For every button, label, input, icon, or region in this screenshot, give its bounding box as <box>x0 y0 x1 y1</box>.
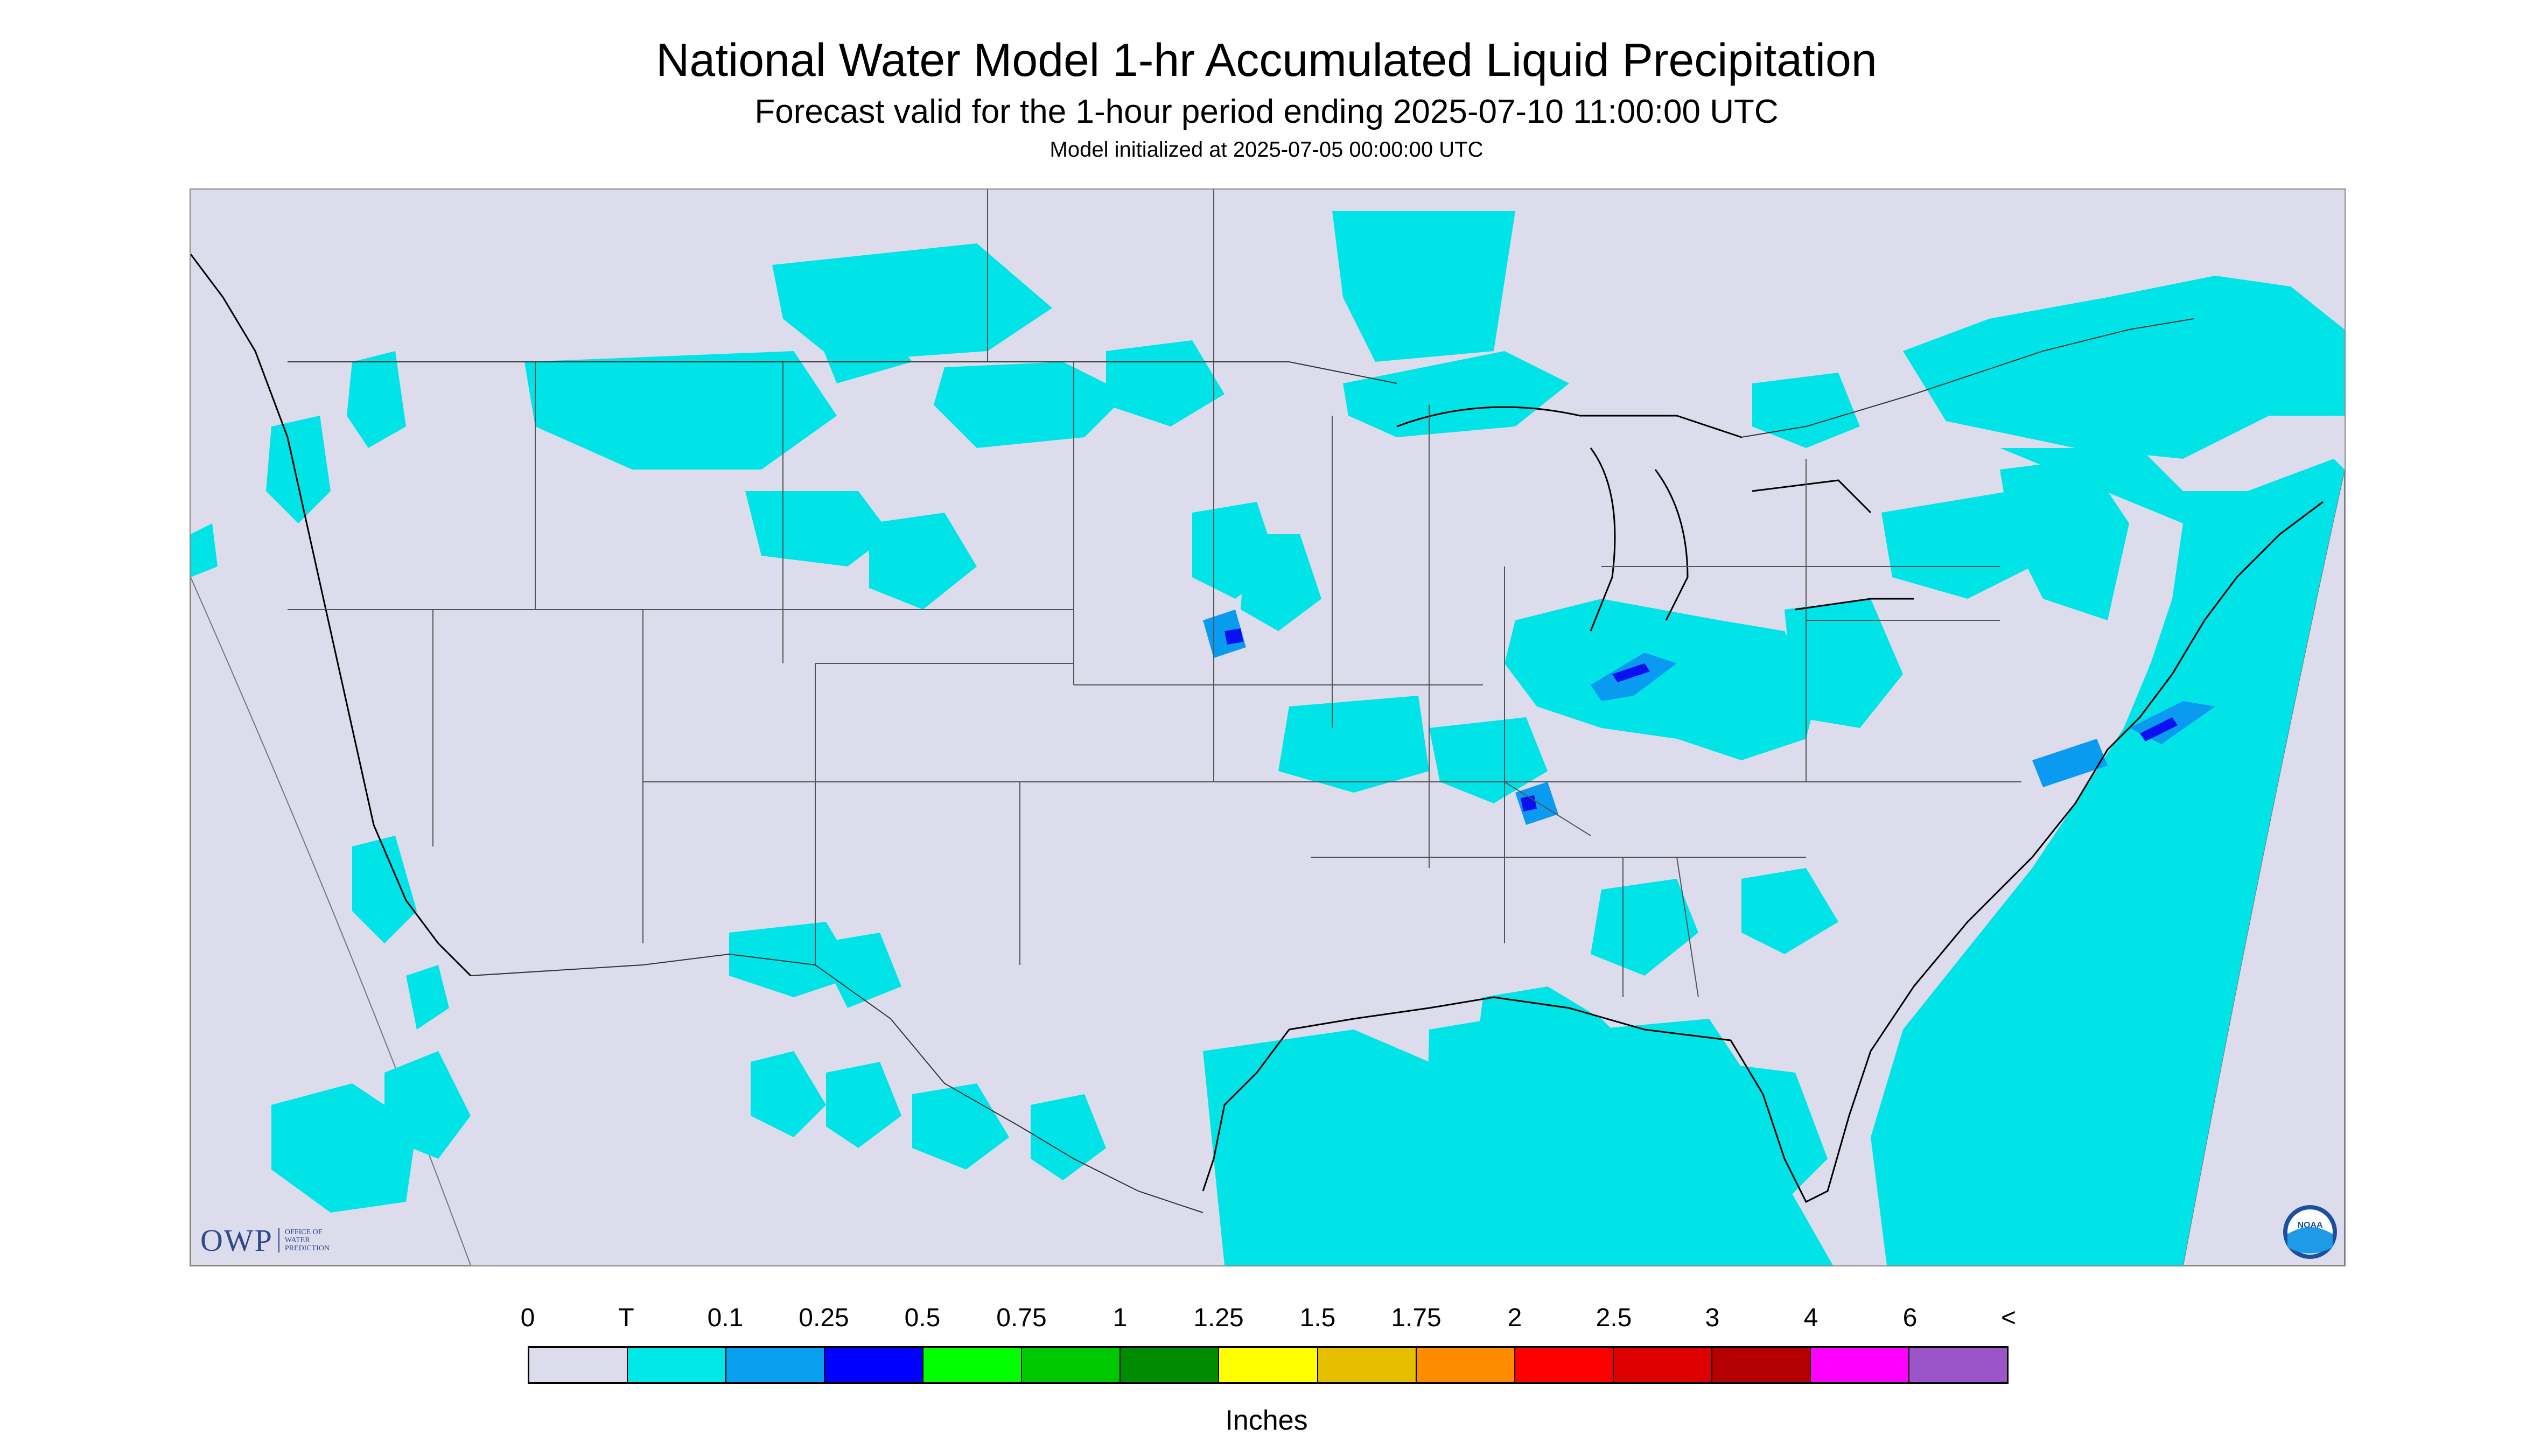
legend-tick: 1 <box>1112 1304 1128 1332</box>
legend-tick: 1.25 <box>1193 1304 1244 1332</box>
legend-swatch <box>1318 1348 1417 1382</box>
noaa-logo: NOAA <box>2283 1205 2337 1259</box>
legend-swatch <box>1515 1348 1614 1382</box>
owp-logo-text: OFFICE OF WATER PREDICTION <box>278 1228 330 1252</box>
legend-tick: 0 <box>520 1304 535 1332</box>
legend-tick: 4 <box>1803 1304 1818 1332</box>
model-init-line: Model initialized at 2025-07-05 00:00:00… <box>1049 138 1484 162</box>
noaa-logo-text: NOAA <box>2297 1221 2323 1230</box>
legend-tick: 6 <box>1902 1304 1918 1332</box>
legend-swatch <box>726 1348 825 1382</box>
legend-units-label: Inches <box>1225 1405 1308 1436</box>
legend-swatch <box>1810 1348 1909 1382</box>
owp-logo: OWP OFFICE OF WATER PREDICTION <box>200 1222 330 1258</box>
legend-swatch <box>529 1348 628 1382</box>
legend-swatch <box>1613 1348 1712 1382</box>
legend-swatch <box>825 1348 924 1382</box>
forecast-valid-subtitle: Forecast valid for the 1-hour period end… <box>754 93 1779 130</box>
legend-tick: 1.75 <box>1391 1304 1442 1332</box>
legend-tick: 1.5 <box>1299 1304 1336 1332</box>
legend-tick: 0.25 <box>799 1304 849 1332</box>
map-canvas <box>191 190 2345 1265</box>
owp-logo-line-3: PREDICTION <box>284 1244 330 1252</box>
legend-tick: 3 <box>1705 1304 1720 1332</box>
owp-logo-line-1: OFFICE OF <box>284 1228 323 1236</box>
legend-swatch <box>1022 1348 1121 1382</box>
legend-swatch <box>1416 1348 1515 1382</box>
legend-tick: 2.5 <box>1596 1304 1632 1332</box>
domain-edge-east <box>2182 469 2345 1265</box>
legend-tick: T <box>618 1304 634 1332</box>
precip-trace-fields <box>191 211 2345 1265</box>
legend-tick: 2 <box>1507 1304 1522 1332</box>
legend-swatch <box>1909 1348 2007 1382</box>
legend-tick: < <box>2000 1304 2017 1332</box>
legend-tick-labels: 0 T 0.1 0.25 0.5 0.75 1 1.25 1.5 1.75 2 … <box>521 1303 2016 1335</box>
legend-swatch <box>1219 1348 1318 1382</box>
owp-logo-mark: OWP <box>200 1223 273 1258</box>
coastlines <box>191 254 2324 1203</box>
precipitation-map[interactable] <box>190 188 2346 1266</box>
legend-swatch <box>628 1348 727 1382</box>
color-legend-bar <box>528 1346 2009 1384</box>
international-borders <box>288 318 2194 1213</box>
legend-tick: 0.5 <box>904 1304 941 1332</box>
legend-tick: 0.1 <box>707 1304 744 1332</box>
legend-swatch <box>923 1348 1023 1382</box>
legend-swatch <box>1121 1348 1220 1382</box>
map-title: National Water Model 1-hr Accumulated Li… <box>656 34 1877 86</box>
legend-swatch <box>1712 1348 1811 1382</box>
owp-logo-line-2: WATER <box>284 1236 310 1244</box>
precip-heavy-cores <box>1224 628 2178 811</box>
legend-tick: 0.75 <box>996 1304 1047 1332</box>
